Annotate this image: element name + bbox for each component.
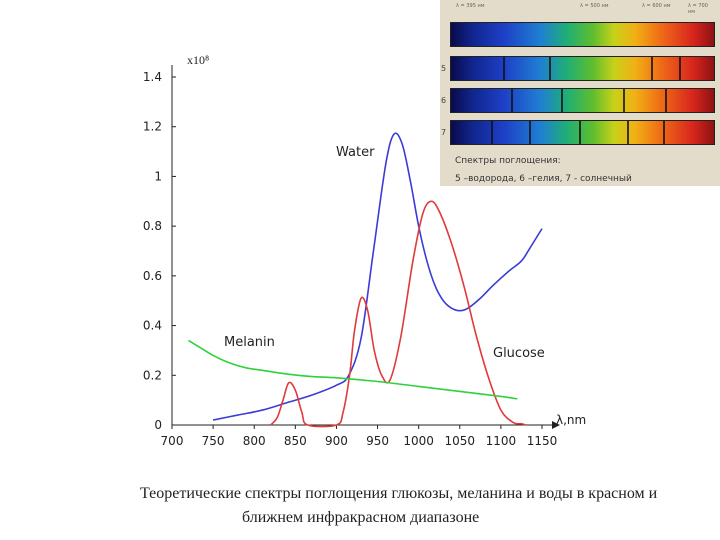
series-line-glucose <box>270 200 526 428</box>
spectra-inset-image: λ = 395 нм λ = 500 нм λ = 600 нм λ = 700… <box>440 0 720 186</box>
series-label-melanin: Melanin <box>224 335 275 350</box>
inset-header-1: λ = 395 нм <box>456 3 485 9</box>
y-axis-unit-label: x10⁸ <box>187 53 209 67</box>
y-tick-label: 1 <box>154 169 162 183</box>
chart-ticks: 700 750 800 850 900 950 1000 1050 1100 1150 0 0.2 0.… <box>143 70 557 448</box>
series-line-melanin <box>188 339 518 400</box>
x-tick-label: 800 <box>243 434 266 448</box>
spectrum-strip-hydrogen <box>450 56 715 81</box>
y-tick-label: 0.2 <box>143 368 162 382</box>
y-tick-label: 0.6 <box>143 269 162 283</box>
series-label-water: Water <box>336 145 375 160</box>
y-tick-label: 1.4 <box>143 70 162 84</box>
x-tick-label: 950 <box>366 434 389 448</box>
spectrum-strip-solar <box>450 120 715 145</box>
spectrum-strip-continuous <box>450 22 715 47</box>
chart-axes: x10⁸ λ,nm <box>171 53 586 429</box>
series-label-glucose: Glucose <box>493 346 545 361</box>
figure-caption-line-1: Теоретические спектры поглощения глюкозы… <box>140 485 658 502</box>
x-tick-label: 1050 <box>445 434 476 448</box>
strip-number-6: 6 <box>441 96 447 105</box>
series-line-water <box>212 132 543 421</box>
inset-header-2: λ = 500 нм <box>580 3 609 9</box>
x-tick-label: 1000 <box>403 434 434 448</box>
y-tick-label: 0.8 <box>143 219 162 233</box>
inset-wavelength-header: λ = 395 нм λ = 500 нм λ = 600 нм λ = 700… <box>452 3 714 17</box>
inset-caption-legend: 5 –водорода, 6 –гелия, 7 - солнечный <box>455 174 632 184</box>
x-tick-label: 750 <box>202 434 225 448</box>
spectrum-strip-helium <box>450 88 715 113</box>
x-axis-arrow <box>552 421 560 429</box>
y-tick-label: 0 <box>154 418 162 432</box>
x-tick-label: 1100 <box>486 434 517 448</box>
inset-header-3: λ = 600 нм <box>642 3 671 9</box>
strip-number-7: 7 <box>441 128 447 137</box>
x-tick-label: 1150 <box>527 434 558 448</box>
inset-caption-title: Спектры поглощения: <box>455 156 561 166</box>
figure-caption: Теоретические спектры поглощения глюкозы… <box>140 482 700 530</box>
figure-caption-line-2: ближнем инфракрасном диапазоне <box>242 509 480 526</box>
series-labels: Water Melanin Glucose <box>224 145 545 361</box>
inset-header-4: λ = 700 нм <box>688 3 708 15</box>
y-tick-label: 1.2 <box>143 120 162 134</box>
x-tick-label: 900 <box>325 434 348 448</box>
strip-number-5: 5 <box>441 64 447 73</box>
x-tick-label: 850 <box>284 434 307 448</box>
x-tick-label: 700 <box>161 434 184 448</box>
x-axis-unit-label: λ,nm <box>556 413 586 427</box>
chart-series <box>188 132 543 428</box>
y-tick-label: 0.4 <box>143 319 162 333</box>
